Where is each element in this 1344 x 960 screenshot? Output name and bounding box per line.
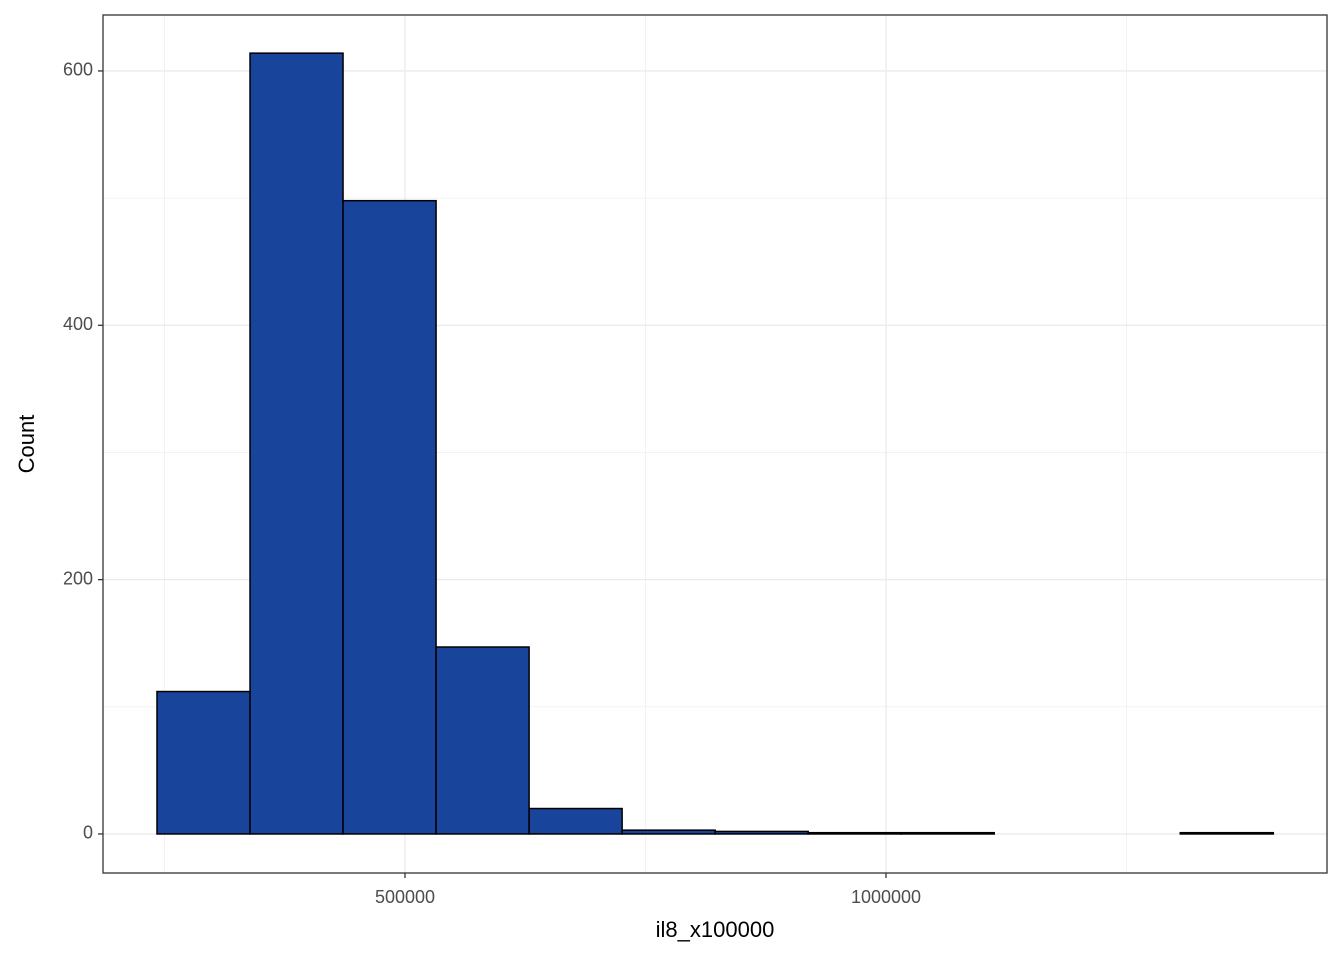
bar (342, 199, 437, 835)
bar (249, 52, 344, 835)
bar (435, 646, 530, 835)
x-tick-label: 1000000 (851, 887, 921, 907)
bar (807, 831, 902, 835)
bar (528, 807, 623, 835)
bar (714, 830, 809, 835)
y-tick-label: 400 (63, 314, 93, 334)
y-axis-title: Count (14, 415, 39, 474)
x-tick-label: 500000 (375, 887, 435, 907)
bars (156, 52, 1275, 835)
bar (1179, 831, 1275, 835)
x-axis-title: il8_x100000 (656, 917, 775, 942)
y-tick-label: 0 (83, 823, 93, 843)
bar (900, 831, 995, 835)
bar (621, 829, 716, 835)
bar (156, 690, 251, 835)
y-tick-label: 600 (63, 60, 93, 80)
y-tick-label: 200 (63, 568, 93, 588)
panel-border (102, 14, 1328, 874)
